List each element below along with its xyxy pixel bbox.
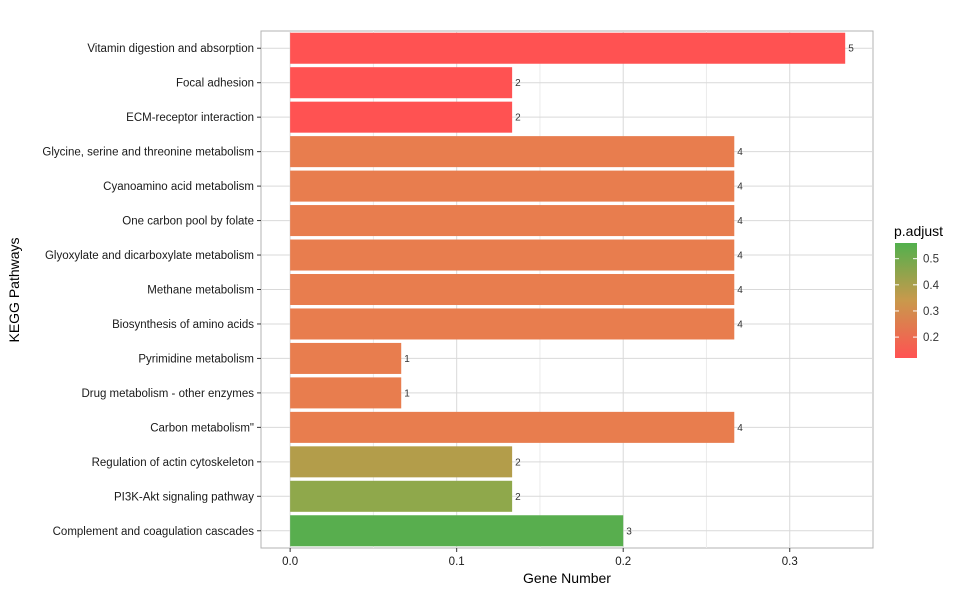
x-tick-labels: 0.0 0.1 0.2 0.3 <box>282 548 798 568</box>
y-axis-title: KEGG Pathways <box>6 237 22 342</box>
bar <box>290 32 846 64</box>
category-label: Glycine, serine and threonine metabolism <box>42 147 254 159</box>
bar <box>290 205 735 237</box>
bar-value-label: 2 <box>515 78 521 89</box>
legend-title: p.adjust <box>894 223 943 239</box>
category-label: Glyoxylate and dicarboxylate metabolism <box>45 250 254 262</box>
category-label: Vitamin digestion and absorption <box>87 43 254 55</box>
bar-value-label: 2 <box>515 492 521 503</box>
bar-value-label: 4 <box>737 216 743 227</box>
bar <box>290 101 513 133</box>
bar-value-label: 4 <box>737 147 743 158</box>
category-label: ECM-receptor interaction <box>126 112 254 124</box>
category-label: Focal adhesion <box>176 78 254 90</box>
category-label: Drug metabolism - other enzymes <box>81 388 254 400</box>
bar-value-label: 1 <box>404 354 410 365</box>
category-label: One carbon pool by folate <box>122 216 254 228</box>
x-tick-label: 0.0 <box>282 556 298 568</box>
bar <box>290 136 735 168</box>
x-axis-title: Gene Number <box>523 570 611 586</box>
bar-value-label: 2 <box>515 113 521 124</box>
bar <box>290 515 624 547</box>
legend-tick-label: 0.5 <box>923 254 939 266</box>
bar <box>290 377 402 409</box>
legend-tick-label: 0.4 <box>923 280 940 292</box>
bar <box>290 480 513 512</box>
bar-value-label: 3 <box>626 526 632 537</box>
category-label: Carbon metabolism" <box>150 422 254 434</box>
bar-value-label: 5 <box>848 44 854 55</box>
legend-colorbar <box>895 243 917 358</box>
legend: p.adjust 0.2 0.3 0.4 0.5 <box>894 223 943 358</box>
category-label: Regulation of actin cytoskeleton <box>92 457 254 469</box>
x-tick-label: 0.2 <box>615 556 631 568</box>
bar-value-label: 4 <box>737 285 743 296</box>
bar <box>290 411 735 443</box>
x-tick-label: 0.3 <box>782 556 798 568</box>
bar <box>290 239 735 271</box>
legend-tick-label: 0.2 <box>923 332 939 344</box>
category-labels: Vitamin digestion and absorption Focal ad… <box>42 43 261 538</box>
category-label: Pyrimidine metabolism <box>138 353 254 365</box>
bar-value-label: 4 <box>737 423 743 434</box>
x-tick-label: 0.1 <box>449 556 465 568</box>
legend-tick-label: 0.3 <box>923 306 939 318</box>
bar-value-label: 4 <box>737 251 743 262</box>
category-label: Biosynthesis of amino acids <box>112 319 254 331</box>
bar <box>290 342 402 374</box>
category-label: PI3K-Akt signaling pathway <box>114 491 254 503</box>
category-label: Cyanoamino acid metabolism <box>103 181 254 193</box>
bars: 5 2 2 4 4 4 4 4 4 1 1 4 2 2 3 <box>290 32 854 547</box>
category-label: Methane metabolism <box>147 285 254 297</box>
bar-value-label: 2 <box>515 457 521 468</box>
category-label: Complement and coagulation cascades <box>53 526 255 538</box>
bar <box>290 446 513 478</box>
bar <box>290 273 735 306</box>
bar-value-label: 4 <box>737 319 743 330</box>
legend-ticks: 0.2 0.3 0.4 0.5 <box>895 254 940 344</box>
bar-value-label: 1 <box>404 388 410 399</box>
bar <box>290 67 513 99</box>
bar <box>290 308 735 340</box>
bar-value-label: 4 <box>737 182 743 193</box>
bar <box>290 170 735 202</box>
